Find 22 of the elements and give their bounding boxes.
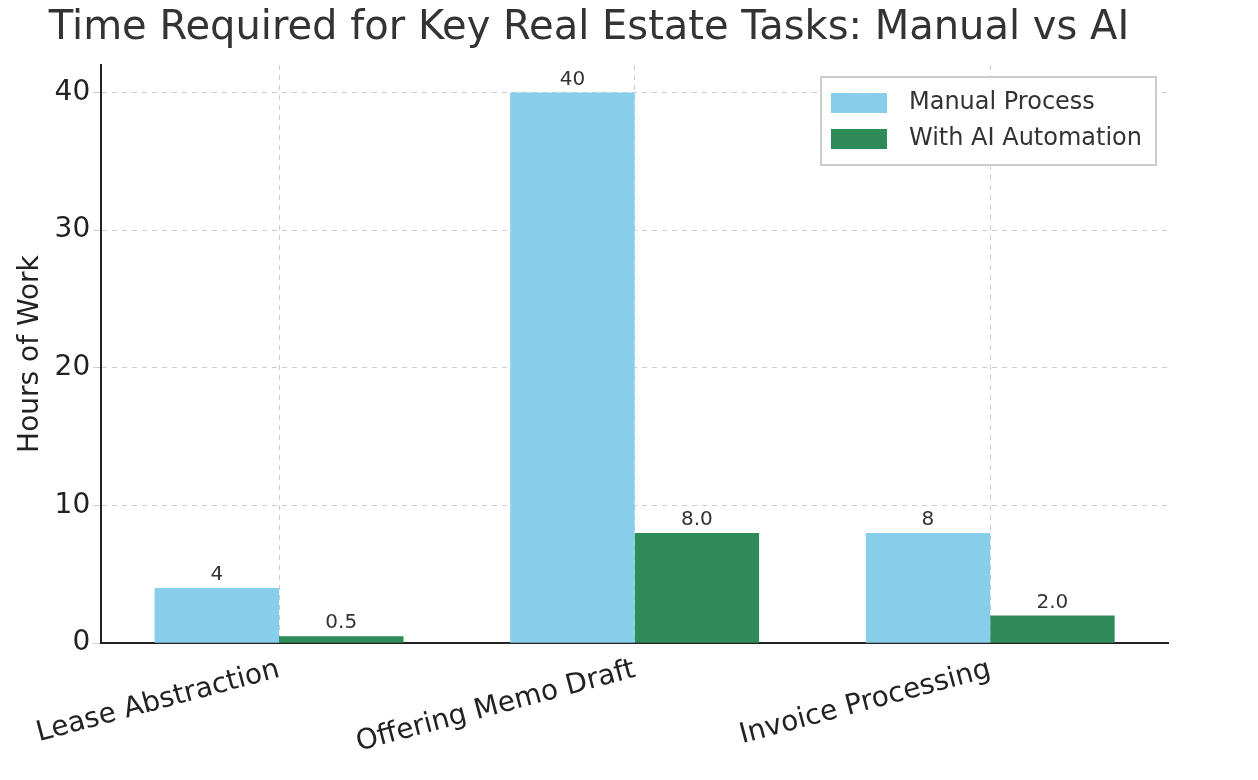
legend-label: With AI Automation [908,123,1142,152]
y-axis-title: Hours of Work [12,254,46,453]
x-tick-label: Offering Memo Draft [352,651,639,758]
bar [865,533,991,643]
y-tick-label: 10 [54,486,91,520]
data-label: 40 [559,65,586,90]
data-label: 2.0 [1036,588,1069,613]
data-label: 8 [921,506,935,531]
bar [990,615,1115,643]
data-label: 0.5 [325,609,358,634]
bar [154,588,280,643]
data-label: 8.0 [680,506,713,531]
y-tick-label: 0 [72,624,91,658]
bar [279,636,404,643]
legend-label: Manual Process [908,87,1095,116]
y-tick-label: 30 [54,211,91,245]
y-tick-label: 20 [54,349,91,383]
data-label: 4 [210,561,224,586]
y-tick-label: 40 [54,73,91,107]
bar [634,533,760,643]
bar [510,92,635,643]
chart-title: Time Required for Key Real Estate Tasks: Manual vs AI [47,2,1130,49]
